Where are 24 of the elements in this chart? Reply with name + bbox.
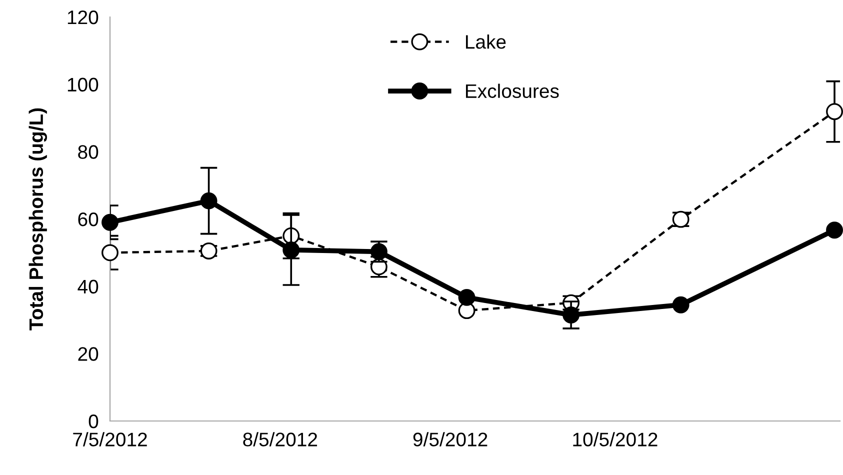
legend-label: Lake (466, 34, 506, 49)
y-tick-label: 120 (68, 10, 98, 24)
point (826, 222, 843, 239)
legend-label: Exclosures (466, 84, 559, 98)
x-tick-label: 8/5/2012 (243, 432, 318, 446)
x-tick-label: 7/5/2012 (73, 432, 147, 446)
y-tick-label: 0 (88, 414, 98, 428)
y-axis-title: Total Phosphorus (ug/L) (28, 108, 48, 330)
point (826, 103, 843, 120)
point (672, 296, 690, 314)
y-tick-label: 100 (68, 78, 98, 92)
point (282, 242, 300, 258)
y-tick-label: 40 (78, 280, 98, 294)
y-tick-label: 20 (78, 347, 98, 361)
y-tick-label: 80 (78, 145, 98, 159)
point (458, 288, 476, 306)
point (102, 214, 118, 231)
point (562, 306, 580, 324)
x-tick-label: 10/5/2012 (573, 432, 658, 446)
point (200, 242, 218, 260)
point (200, 192, 218, 210)
x-tick-label: 9/5/2012 (413, 432, 488, 446)
y-tick-label: 60 (78, 212, 98, 226)
point (102, 244, 118, 262)
